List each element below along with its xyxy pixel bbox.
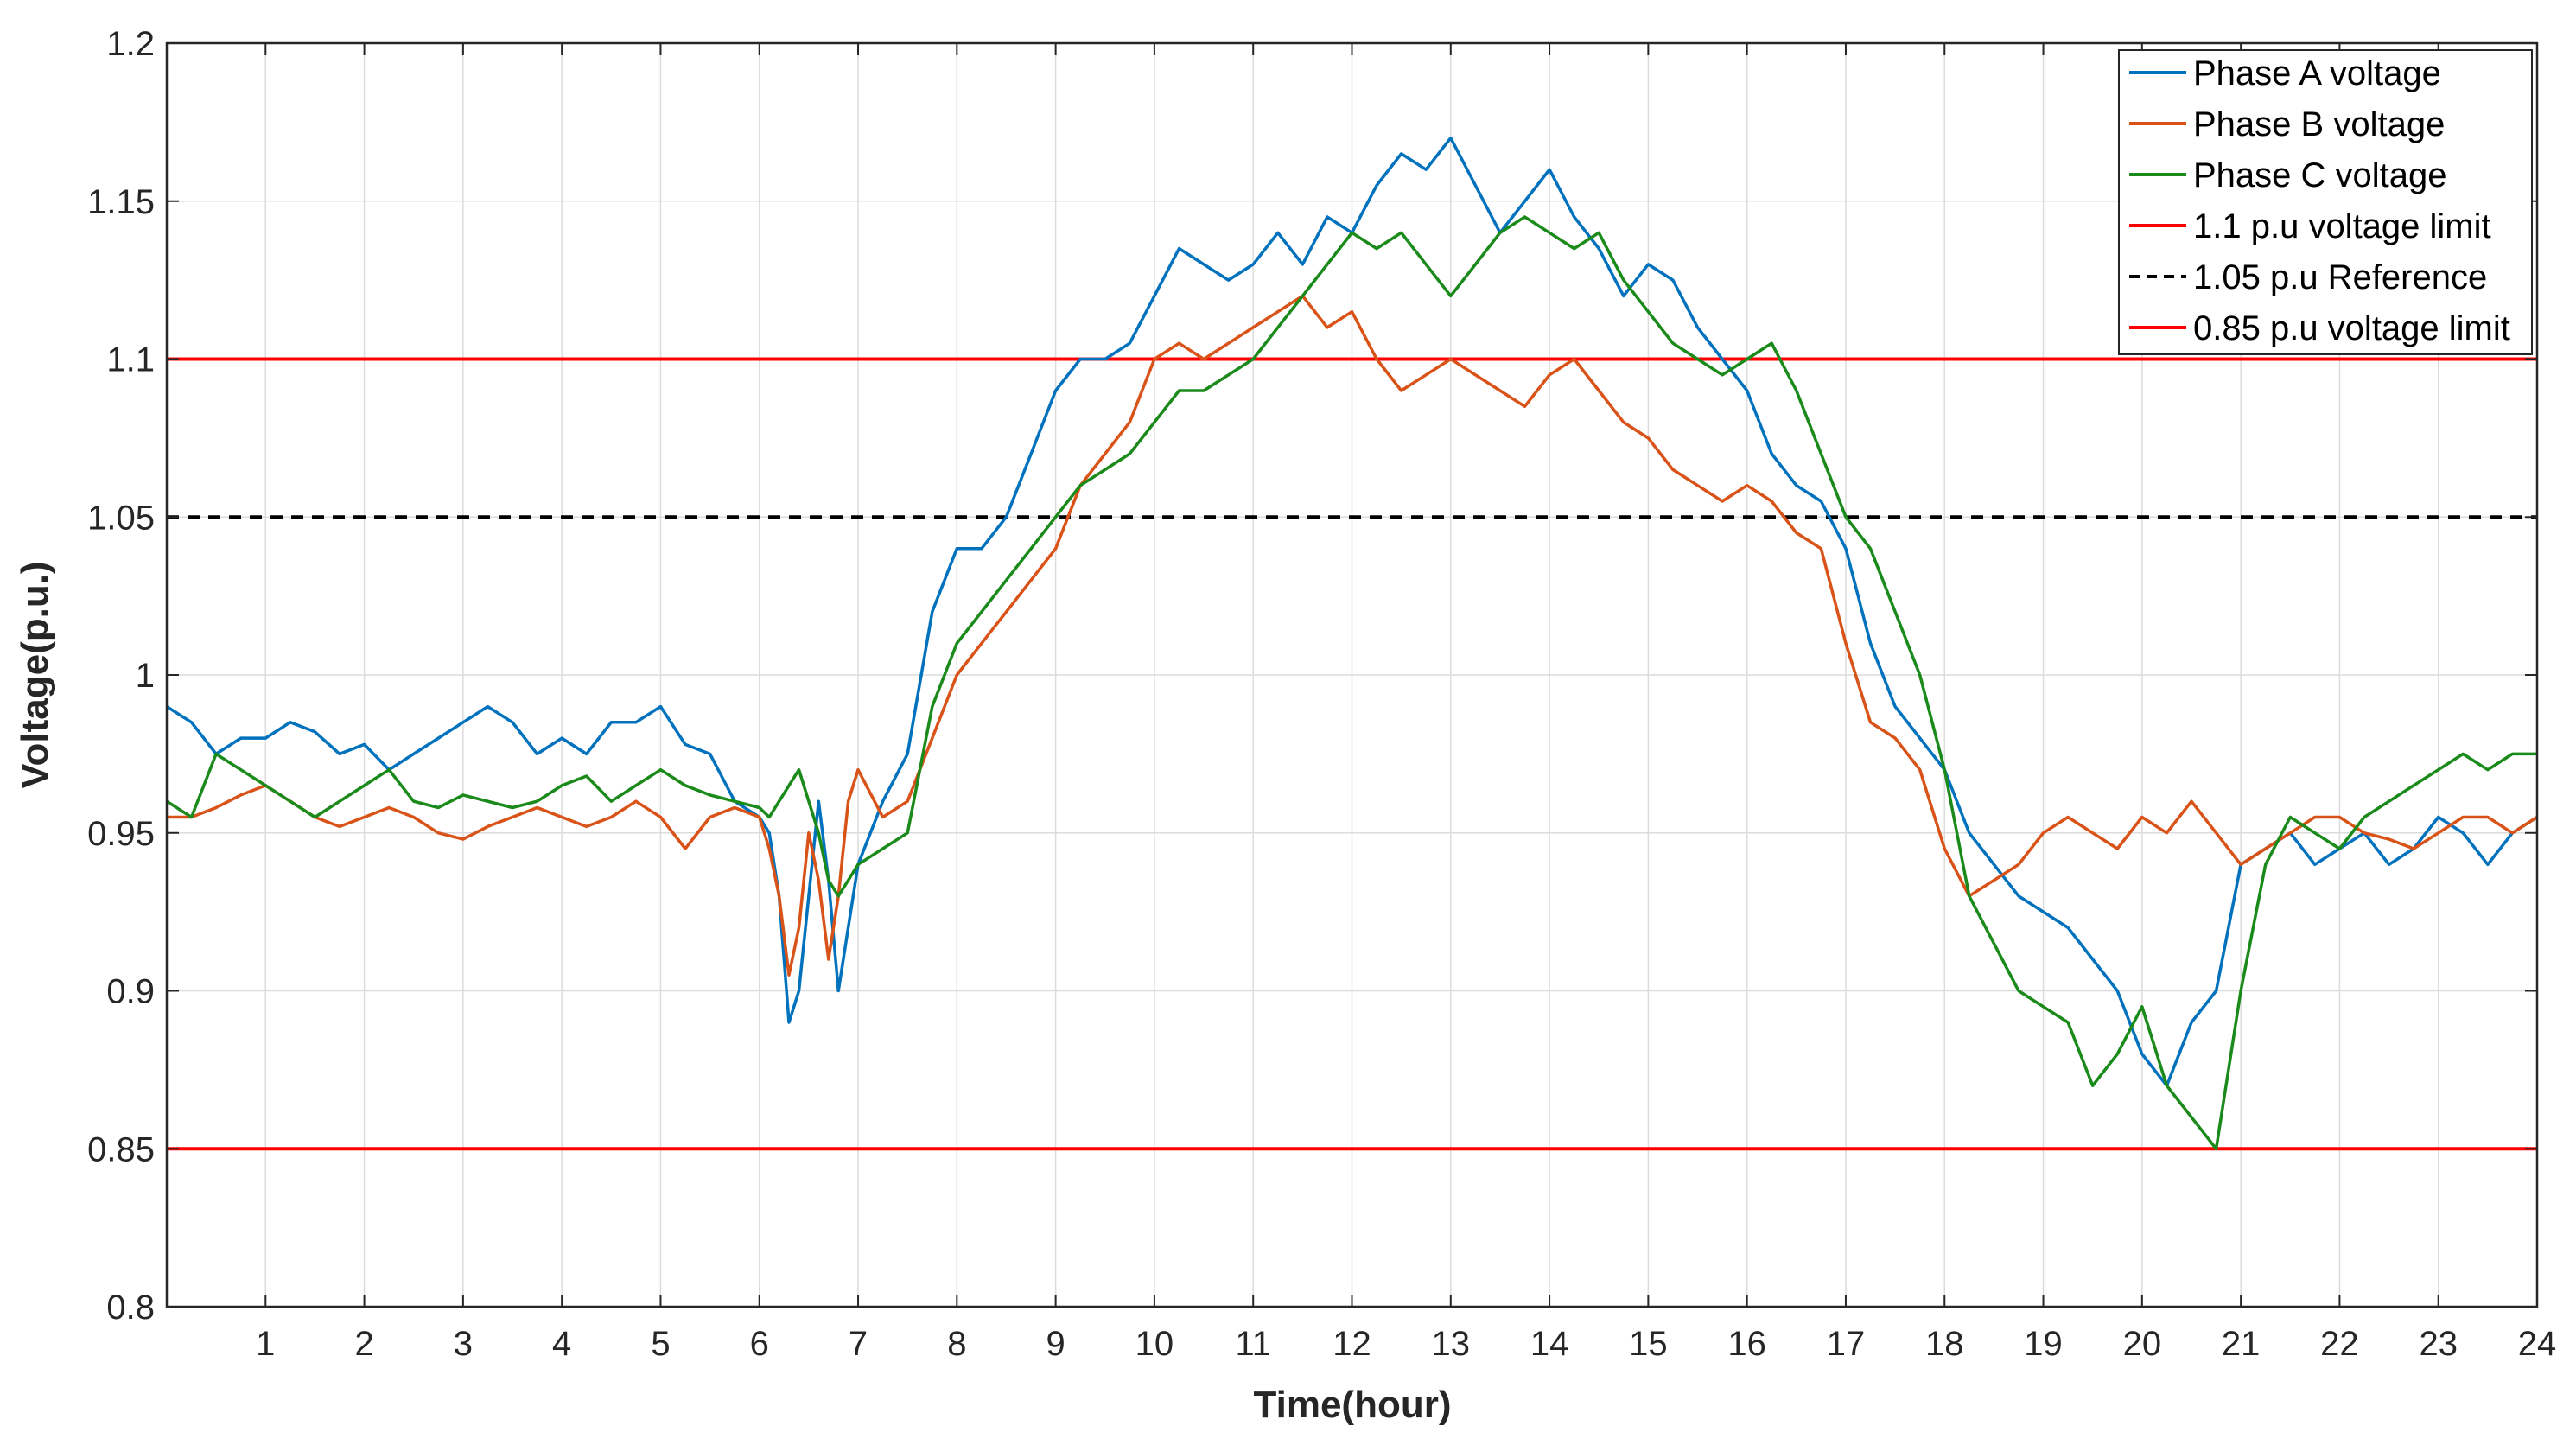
x-tick-label: 18 [1925,1325,1964,1363]
legend-label-phase-b-voltage: Phase B voltage [2193,105,2445,143]
x-tick-label: 20 [2123,1325,2162,1363]
series-line-phase-c-voltage [166,215,2537,1151]
y-axis-ticks: 0.8 0.85 0.9 0.95 1 1.05 1.1 1.15 1.2 [87,25,2537,1327]
x-tick-label: 9 [1046,1325,1065,1363]
x-tick-label: 16 [1727,1325,1766,1363]
data-series [166,136,2538,1151]
y-tick-label: 0.95 [87,815,155,853]
x-tick-label: 5 [651,1325,670,1363]
x-axis-title: Time(hour) [1254,1384,1452,1426]
x-tick-label: 21 [2222,1325,2261,1363]
legend-box [2118,49,2533,355]
x-tick-label: 10 [1135,1325,1174,1363]
x-tick-label: 11 [1235,1325,1271,1363]
y-tick-label: 1.05 [87,499,155,537]
x-tick-label: 8 [947,1325,966,1363]
x-tick-label: 7 [849,1325,868,1363]
x-tick-label: 12 [1333,1325,1371,1363]
x-tick-label: 2 [354,1325,373,1363]
legend-label-phase-c-voltage: Phase C voltage [2193,156,2447,194]
reference-lines [167,357,2537,1151]
y-tick-label: 1.1 [106,341,155,379]
y-axis-title: Voltage(p.u.) [14,561,56,788]
y-tick-label: 0.9 [106,973,155,1011]
y-tick-label: 1.15 [87,183,155,221]
x-tick-label: 24 [2518,1325,2557,1363]
y-tick-label: 0.8 [106,1289,155,1327]
x-tick-label: 14 [1530,1325,1569,1363]
legend-label-0-85-p-u-voltage-limit: 0.85 p.u voltage limit [2193,309,2510,347]
x-tick-label: 4 [552,1325,571,1363]
x-tick-label: 19 [2024,1325,2063,1363]
series-line-phase-b-voltage [167,294,2538,977]
x-tick-label: 23 [2419,1325,2458,1363]
y-tick-label: 1.2 [106,25,155,63]
legend-label-1-1-p-u-voltage-limit: 1.1 p.u voltage limit [2193,207,2491,245]
x-tick-label: 6 [750,1325,769,1363]
legend: Phase A voltage Phase B voltage Phase C vo… [2118,49,2533,355]
legend-label-phase-a-voltage: Phase A voltage [2193,54,2441,92]
x-tick-label: 17 [1827,1325,1866,1363]
series-line-phase-a-voltage [166,136,2538,1087]
y-tick-label: 1 [136,657,155,695]
y-tick-label: 0.85 [87,1130,155,1168]
x-tick-label: 3 [454,1325,473,1363]
x-tick-label: 1 [256,1325,275,1363]
x-tick-label: 15 [1629,1325,1668,1363]
legend-label-1-05-p-u-reference: 1.05 p.u Reference [2193,258,2487,296]
x-tick-label: 13 [1432,1325,1471,1363]
x-tick-label: 22 [2320,1325,2359,1363]
